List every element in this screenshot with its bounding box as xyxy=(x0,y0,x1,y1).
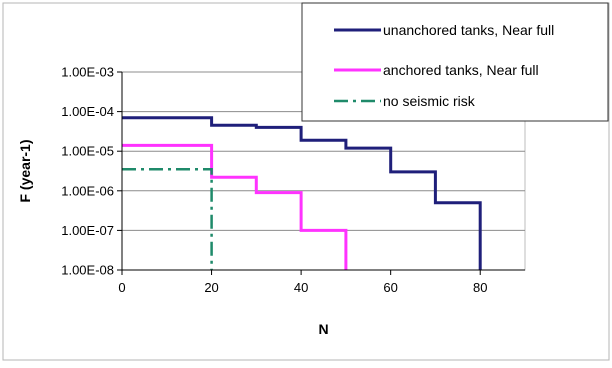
x-tick-label-3: 60 xyxy=(383,280,397,295)
series-line-1 xyxy=(122,143,348,270)
y-axis-title: F (year-1) xyxy=(17,139,33,202)
y-tick-label-1: 1.00E-04 xyxy=(61,104,114,119)
y-tick-label-5: 1.00E-08 xyxy=(61,263,114,278)
legend-label-1: anchored tanks, Near full xyxy=(383,62,539,78)
x-axis-title: N xyxy=(318,321,328,337)
series-line-2 xyxy=(122,168,213,270)
y-tick-label-4: 1.00E-07 xyxy=(61,223,114,238)
legend: unanchored tanks, Near full anchored tank… xyxy=(301,2,609,122)
x-tick-label-4: 80 xyxy=(473,280,487,295)
legend-label-0: unanchored tanks, Near full xyxy=(383,22,554,38)
y-tick-labels: 1.00E-03 1.00E-04 1.00E-05 1.00E-06 1.00E-07… xyxy=(61,65,122,278)
x-tick-labels: 0 20 40 60 80 xyxy=(118,270,487,295)
x-tick-label-1: 20 xyxy=(204,280,218,295)
legend-label-2: no seismic risk xyxy=(383,93,476,109)
y-tick-label-3: 1.00E-06 xyxy=(61,183,114,198)
x-tick-label-0: 0 xyxy=(118,280,125,295)
y-tick-label-2: 1.00E-05 xyxy=(61,144,114,159)
series-line-0 xyxy=(122,116,482,270)
x-tick-label-2: 40 xyxy=(294,280,308,295)
axes xyxy=(121,72,525,271)
y-tick-label-0: 1.00E-03 xyxy=(61,65,114,80)
series-layer xyxy=(122,116,482,270)
